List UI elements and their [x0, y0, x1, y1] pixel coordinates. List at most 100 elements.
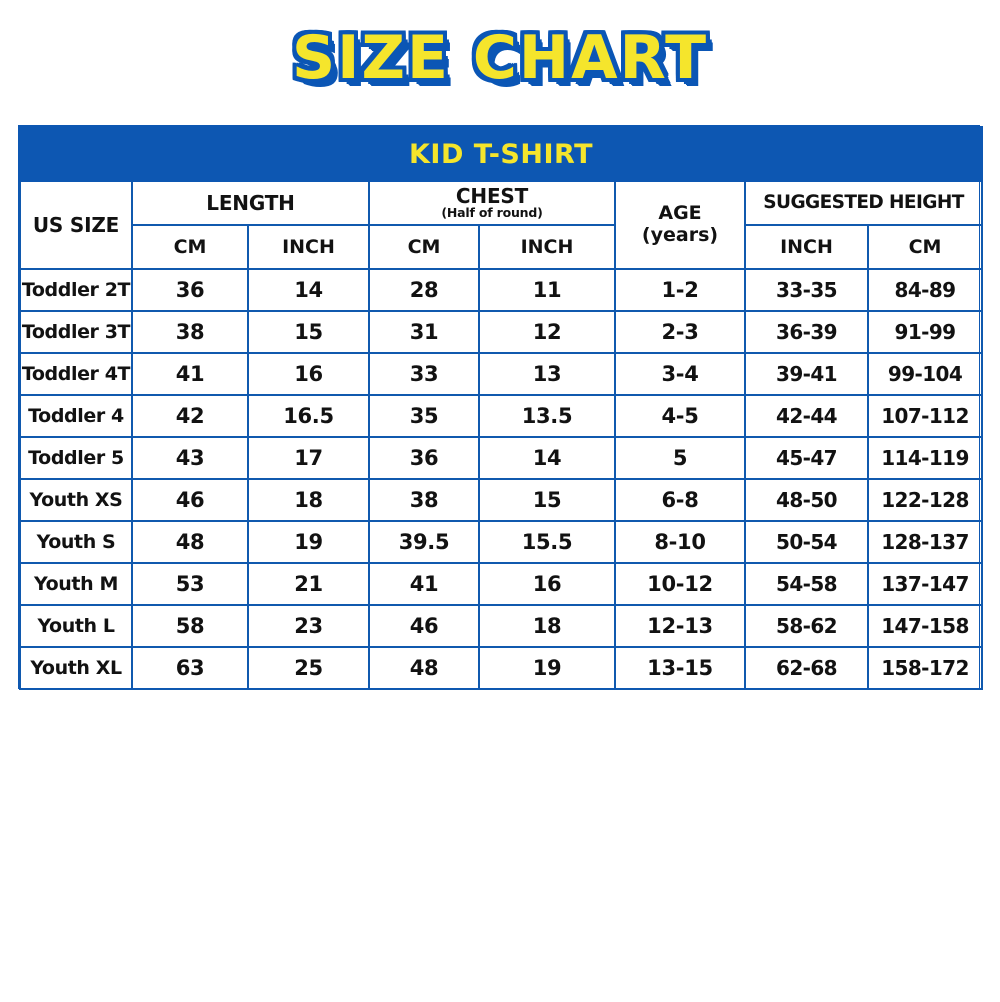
cell-us-size: Youth S [19, 520, 133, 564]
cell-height-cm: 137-147 [866, 562, 984, 606]
cell-length-inch: 18 [247, 478, 370, 522]
cell-height-inch: 62-68 [744, 646, 869, 690]
cell-height-inch: 58-62 [744, 604, 869, 648]
cell-age: 13-15 [614, 646, 746, 690]
table-row: Youth L 58 23 46 18 12-13 58-62 147-158 [19, 604, 984, 648]
cell-us-size: Youth XL [19, 646, 133, 690]
cell-length-inch: 16 [247, 352, 370, 396]
cell-height-inch: 54-58 [744, 562, 869, 606]
header-length-inch-label: INCH [282, 235, 335, 258]
table-row: Youth M 53 21 41 16 10-12 54-58 137-147 [19, 562, 984, 606]
cell-height-cm: 128-137 [866, 520, 984, 564]
cell-chest-cm: 48 [368, 646, 480, 690]
cell-chest-cm: 31 [368, 310, 480, 354]
cell-us-size: Toddler 5 [19, 436, 133, 480]
cell-chest-cm: 39.5 [368, 520, 480, 564]
size-chart-table-container: KID T-SHIRT US SIZE LENGTH CHEST (Half o… [18, 125, 984, 690]
cell-length-cm: 53 [131, 562, 249, 606]
header-age-unit: (years) [641, 224, 719, 246]
cell-length-inch: 21 [247, 562, 370, 606]
cell-length-inch: 23 [247, 604, 370, 648]
cell-length-cm: 42 [131, 394, 249, 438]
cell-height-inch: 36-39 [744, 310, 869, 354]
cell-chest-inch: 11 [478, 268, 616, 312]
header-chest-note: (Half of round) [441, 205, 543, 220]
cell-height-cm: 99-104 [866, 352, 984, 396]
cell-height-cm: 147-158 [866, 604, 984, 648]
cell-age: 5 [614, 436, 746, 480]
table-row: Youth S 48 19 39.5 15.5 8-10 50-54 128-1… [19, 520, 984, 564]
cell-chest-cm: 41 [368, 562, 480, 606]
cell-length-inch: 14 [247, 268, 370, 312]
cell-height-inch: 45-47 [744, 436, 869, 480]
cell-chest-cm: 38 [368, 478, 480, 522]
header-suggested-height: SUGGESTED HEIGHT [743, 180, 984, 226]
cell-us-size: Youth L [19, 604, 133, 648]
cell-height-inch: 39-41 [744, 352, 869, 396]
header-height-cm-label: CM [908, 235, 942, 258]
cell-length-cm: 38 [131, 310, 249, 354]
cell-us-size: Youth M [19, 562, 133, 606]
cell-chest-inch: 14 [478, 436, 616, 480]
cell-length-cm: 41 [131, 352, 249, 396]
header-length-inch: INCH [247, 224, 370, 270]
cell-length-inch: 17 [247, 436, 370, 480]
cell-chest-inch: 15.5 [478, 520, 616, 564]
table-row: Toddler 4T 41 16 33 13 3-4 39-41 99-104 [19, 352, 984, 396]
header-suggested-height-label: SUGGESTED HEIGHT [763, 192, 964, 214]
header-row-primary: US SIZE LENGTH CHEST (Half of round) AGE… [19, 180, 984, 270]
banner-cell: KID T-SHIRT [18, 126, 984, 182]
cell-chest-inch: 16 [478, 562, 616, 606]
header-height-inch-label: INCH [780, 235, 833, 258]
cell-chest-inch: 19 [478, 646, 616, 690]
cell-length-cm: 48 [131, 520, 249, 564]
cell-length-cm: 58 [131, 604, 249, 648]
table-row: Toddler 3T 38 15 31 12 2-3 36-39 91-99 [19, 310, 984, 354]
cell-us-size: Toddler 4 [19, 394, 133, 438]
header-age-label: AGE [658, 202, 702, 225]
cell-height-inch: 48-50 [744, 478, 869, 522]
cell-chest-inch: 12 [478, 310, 616, 354]
table-row: Toddler 4 42 16.5 35 13.5 4-5 42-44 107-… [19, 394, 984, 438]
cell-us-size: Toddler 3T [19, 310, 133, 354]
header-chest-cm: CM [368, 224, 480, 270]
cell-height-cm: 84-89 [866, 268, 984, 312]
cell-chest-cm: 28 [368, 268, 480, 312]
cell-age: 3-4 [614, 352, 746, 396]
header-length-cm-label: CM [173, 235, 207, 258]
cell-height-cm: 91-99 [866, 310, 984, 354]
cell-chest-cm: 46 [368, 604, 480, 648]
cell-age: 6-8 [614, 478, 746, 522]
table-banner-row: KID T-SHIRT [18, 126, 984, 182]
cell-chest-inch: 13.5 [478, 394, 616, 438]
cell-age: 12-13 [614, 604, 746, 648]
header-chest: CHEST (Half of round) [368, 180, 616, 226]
cell-length-inch: 15 [247, 310, 370, 354]
table-row: Toddler 5 43 17 36 14 5 45-47 114-119 [19, 436, 984, 480]
table-row: Youth XL 63 25 48 19 13-15 62-68 158-172 [19, 646, 984, 690]
cell-chest-inch: 15 [478, 478, 616, 522]
cell-height-cm: 114-119 [866, 436, 984, 480]
header-length-label: LENGTH [206, 190, 295, 215]
cell-length-inch: 25 [247, 646, 370, 690]
header-height-cm: CM [866, 224, 984, 270]
cell-us-size: Youth XS [19, 478, 133, 522]
cell-chest-inch: 13 [478, 352, 616, 396]
header-chest-inch: INCH [478, 224, 616, 270]
cell-length-inch: 16.5 [247, 394, 370, 438]
cell-height-inch: 33-35 [744, 268, 869, 312]
cell-height-inch: 42-44 [744, 394, 869, 438]
cell-length-cm: 63 [131, 646, 249, 690]
cell-length-cm: 46 [131, 478, 249, 522]
cell-length-cm: 36 [131, 268, 249, 312]
cell-chest-cm: 35 [368, 394, 480, 438]
cell-chest-cm: 36 [368, 436, 480, 480]
cell-us-size: Toddler 2T [19, 268, 133, 312]
cell-age: 8-10 [614, 520, 746, 564]
header-chest-label: CHEST [455, 184, 529, 208]
cell-height-inch: 50-54 [744, 520, 869, 564]
cell-height-cm: 122-128 [866, 478, 984, 522]
cell-age: 10-12 [614, 562, 746, 606]
cell-height-cm: 158-172 [866, 646, 984, 690]
page-title: SIZE CHART [291, 23, 709, 93]
